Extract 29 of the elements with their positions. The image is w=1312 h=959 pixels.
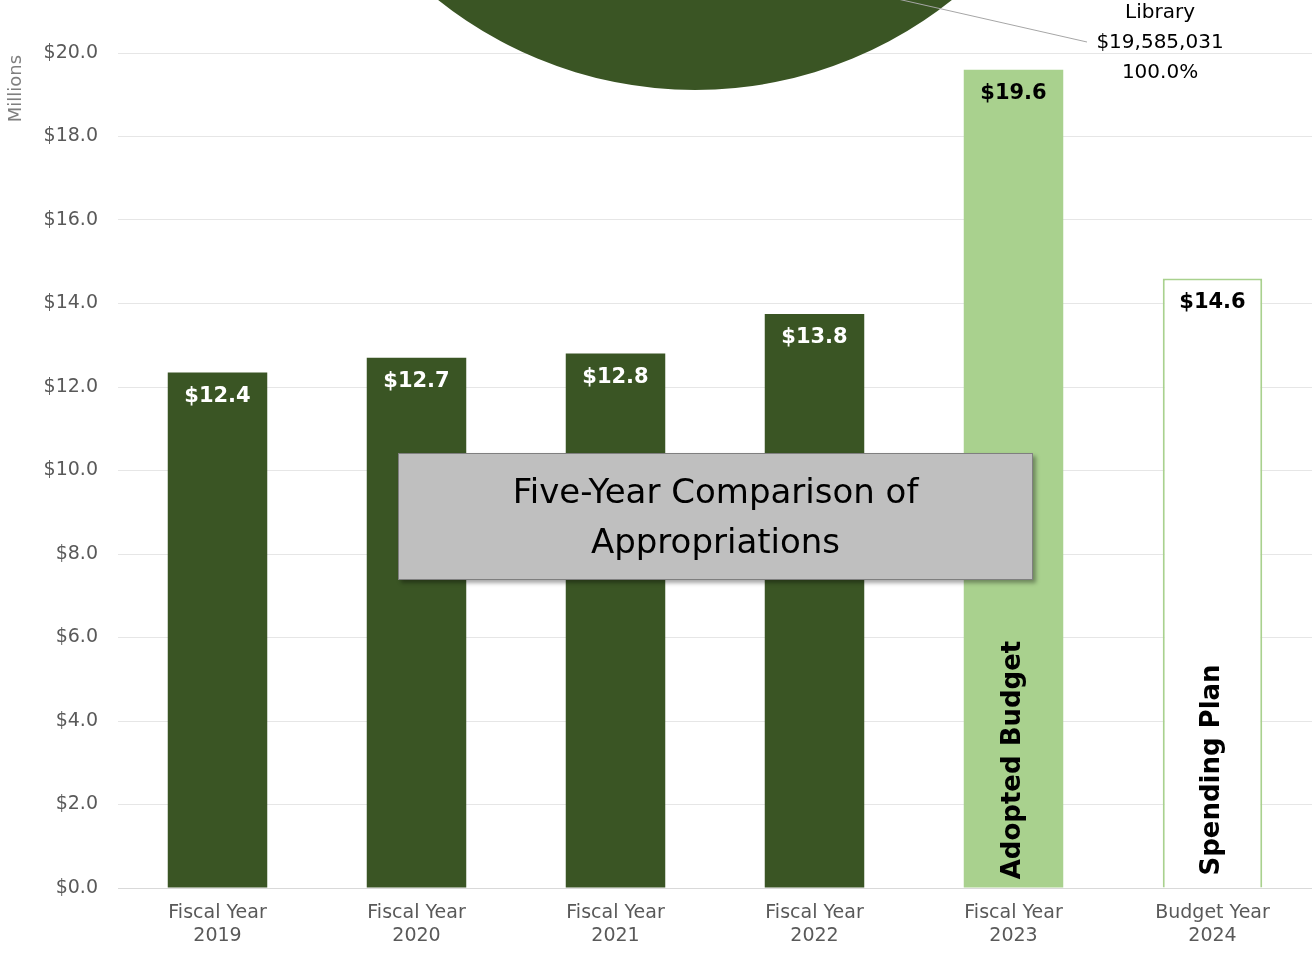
annotation: Adopted Budget: [996, 640, 1027, 880]
y-tick-label: $0.0: [55, 874, 98, 897]
data-label: $13.8: [781, 324, 848, 349]
x-tick-label: Budget Year 2024: [1155, 900, 1270, 946]
y-tick-label: $18.0: [43, 123, 98, 146]
data-label: $12.8: [582, 364, 649, 389]
y-tick-label: $20.0: [43, 39, 98, 62]
y-tick-label: $8.0: [55, 540, 98, 563]
data-label: $19,585,031 100.0%: [1096, 29, 1224, 84]
data-label: $12.4: [184, 382, 251, 407]
y-tick-label: $10.0: [43, 457, 98, 480]
data-label: $19.6: [980, 80, 1047, 105]
y-tick-label: $4.0: [55, 707, 98, 730]
data-label: $12.7: [383, 368, 450, 393]
x-tick-label: Fiscal Year 2020: [367, 900, 466, 946]
y-tick-label: $14.0: [43, 290, 98, 313]
bar: [167, 372, 268, 888]
slice-label: Library: [1125, 0, 1196, 24]
x-tick-label: Fiscal Year 2022: [765, 900, 864, 946]
x-tick-label: Fiscal Year 2019: [168, 900, 267, 946]
x-tick-label: Fiscal Year 2023: [964, 900, 1063, 946]
annotation: Spending Plan: [1195, 664, 1226, 876]
y-tick-label: $6.0: [55, 624, 98, 647]
x-tick-label: Fiscal Year 2021: [566, 900, 665, 946]
y-tick-label: $2.0: [55, 791, 98, 814]
y-tick-label: $16.0: [43, 206, 98, 229]
y-tick-label: $12.0: [43, 373, 98, 396]
y-axis-title: Millions: [4, 54, 26, 122]
data-label: $14.6: [1179, 288, 1246, 313]
